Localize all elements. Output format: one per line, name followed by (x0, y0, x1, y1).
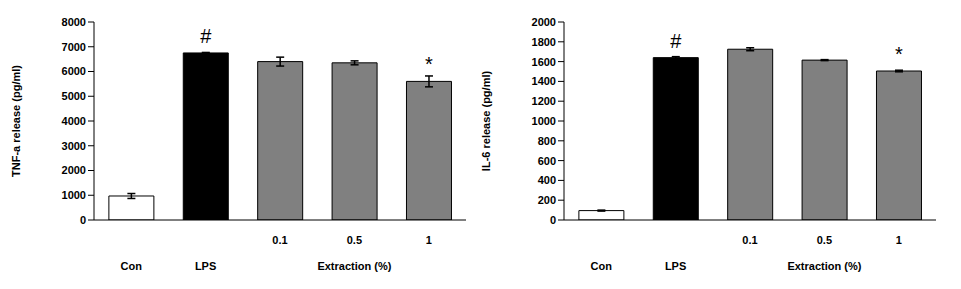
svg-text:Con: Con (121, 260, 143, 272)
svg-text:200: 200 (538, 194, 556, 206)
svg-text:600: 600 (538, 155, 556, 167)
svg-text:4000: 4000 (62, 115, 86, 127)
svg-text:IL-6 release (pg/ml): IL-6 release (pg/ml) (480, 71, 492, 172)
svg-text:0.1: 0.1 (272, 234, 287, 246)
svg-text:Con: Con (591, 260, 613, 272)
svg-text:6000: 6000 (62, 65, 86, 77)
svg-text:2000: 2000 (62, 164, 86, 176)
svg-text:2000: 2000 (532, 16, 556, 28)
svg-text:1: 1 (426, 234, 432, 246)
svg-text:Extraction (%): Extraction (%) (317, 260, 391, 272)
svg-text:1: 1 (896, 234, 902, 246)
svg-text:3000: 3000 (62, 140, 86, 152)
svg-text:LPS: LPS (665, 260, 686, 272)
svg-text:1000: 1000 (532, 115, 556, 127)
svg-text:0: 0 (550, 214, 556, 226)
svg-text:LPS: LPS (195, 260, 216, 272)
svg-text:1600: 1600 (532, 56, 556, 68)
svg-text:1000: 1000 (62, 189, 86, 201)
svg-text:Extraction (%): Extraction (%) (787, 260, 861, 272)
svg-text:#: # (200, 25, 212, 47)
svg-text:1800: 1800 (532, 36, 556, 48)
svg-text:0.5: 0.5 (347, 234, 362, 246)
svg-text:1200: 1200 (532, 95, 556, 107)
svg-text:0.1: 0.1 (742, 234, 757, 246)
svg-text:*: * (895, 43, 903, 65)
svg-text:1400: 1400 (532, 75, 556, 87)
svg-text:400: 400 (538, 174, 556, 186)
svg-text:7000: 7000 (62, 41, 86, 53)
svg-text:TNF-a release (pg/ml): TNF-a release (pg/ml) (10, 65, 22, 177)
svg-text:0.5: 0.5 (817, 234, 832, 246)
svg-text:800: 800 (538, 135, 556, 147)
svg-text:8000: 8000 (62, 16, 86, 28)
svg-text:*: * (425, 53, 433, 75)
svg-text:#: # (670, 30, 682, 52)
svg-text:5000: 5000 (62, 90, 86, 102)
svg-text:0: 0 (80, 214, 86, 226)
